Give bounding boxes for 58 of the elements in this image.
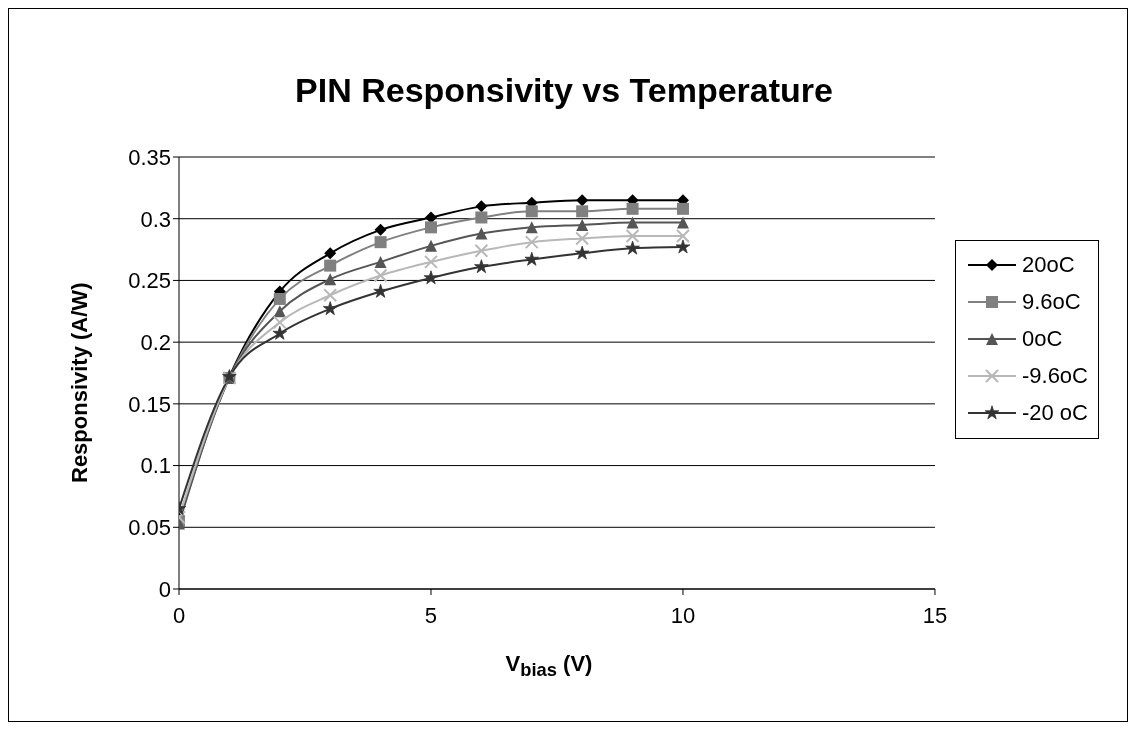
point [324, 273, 337, 286]
point [322, 301, 338, 316]
legend-label: 20oC [1021, 252, 1075, 278]
point [323, 288, 338, 303]
point [574, 245, 590, 260]
point [524, 251, 540, 266]
y-tick-label: 0.3 [140, 206, 171, 232]
y-tick-label: 0.35 [128, 144, 171, 170]
point [675, 239, 691, 254]
point [374, 223, 387, 236]
x-tick-label: 15 [922, 602, 948, 628]
point [424, 239, 437, 252]
point [273, 292, 286, 305]
point [575, 231, 590, 246]
point [676, 216, 689, 229]
point [626, 202, 639, 215]
point [676, 202, 689, 215]
point [424, 221, 437, 234]
y-tick-label: 0.2 [140, 329, 171, 355]
point [525, 221, 538, 234]
point [272, 315, 287, 330]
point [475, 227, 488, 240]
y-axis-title: Responsivity (A/W) [66, 282, 92, 483]
y-tick-label: 0 [158, 576, 171, 602]
point [272, 325, 288, 340]
x-axis-title: V$_{bias}$ (V) [504, 651, 594, 682]
point [576, 218, 589, 231]
point [576, 205, 589, 218]
point [475, 200, 488, 213]
y-tick-label: 0.25 [128, 268, 171, 294]
point [423, 254, 438, 269]
point [373, 268, 388, 283]
point [525, 205, 538, 218]
y-tick-label: 0.15 [128, 391, 171, 417]
point [675, 228, 690, 243]
legend-label: 9.6oC [1021, 289, 1081, 315]
legend-label: 0oC [1021, 326, 1063, 352]
y-tick-label: 0.05 [128, 515, 171, 541]
x-tick-label: 5 [424, 602, 438, 628]
point [324, 259, 337, 272]
point [474, 243, 489, 258]
legend-label: -20 oC [1021, 400, 1088, 426]
point [374, 236, 387, 249]
point [475, 211, 488, 224]
y-tick-label: 0.1 [140, 453, 171, 479]
chart-title: PIN Responsivity vs Temperature [294, 71, 834, 110]
x-tick-label: 10 [670, 602, 696, 628]
point [524, 235, 539, 250]
point [625, 228, 640, 243]
point [373, 283, 388, 298]
point [374, 255, 387, 268]
point [576, 194, 589, 207]
legend-label: -9.6oC [1021, 363, 1088, 389]
point [324, 247, 337, 260]
point [474, 259, 489, 274]
point [625, 240, 640, 255]
point [626, 216, 639, 229]
point [423, 270, 439, 285]
